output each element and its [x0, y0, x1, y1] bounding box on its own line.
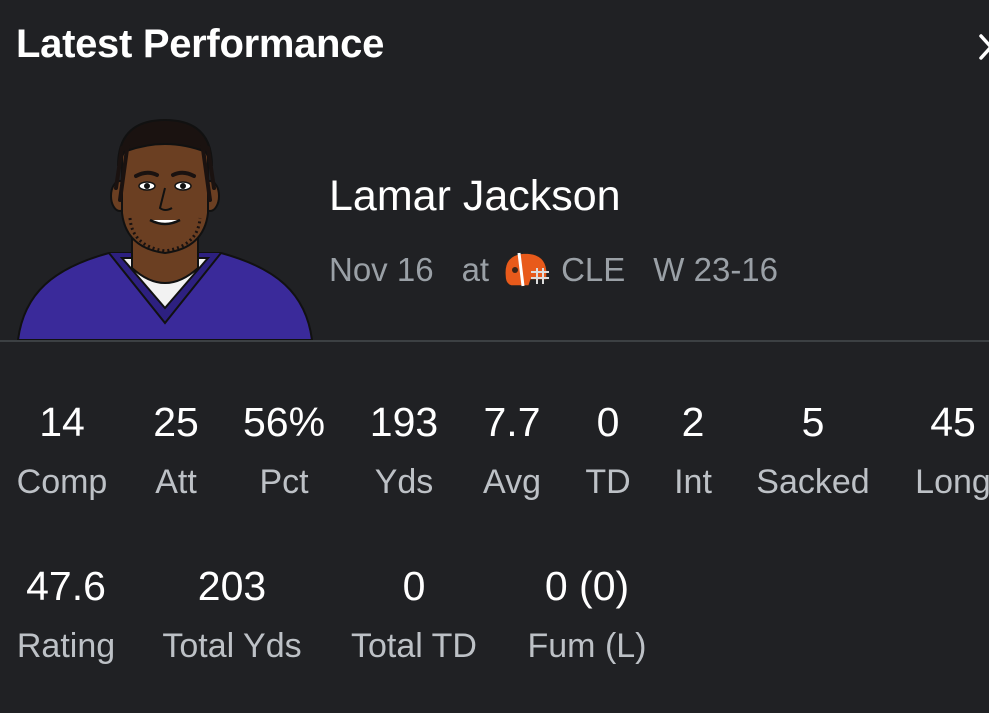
stat-comp: 14 Comp	[14, 400, 110, 502]
stat-avg: 7.7 Avg	[474, 400, 550, 502]
game-result: W 23-16	[653, 251, 779, 288]
player-avatar	[16, 118, 314, 340]
stat-sacked: 5 Sacked	[748, 400, 878, 502]
stat-label: Fum (L)	[527, 627, 647, 665]
stat-value: 25	[153, 399, 199, 445]
stat-yds: 193 Yds	[358, 400, 450, 502]
stat-value: 0	[596, 399, 620, 445]
stat-value: 193	[369, 399, 439, 445]
stat-label: Att	[155, 463, 197, 501]
stat-value: 14	[39, 399, 85, 445]
stat-label: Rating	[16, 627, 116, 665]
stat-label: Total TD	[351, 627, 477, 665]
stat-value: 0 (0)	[544, 563, 630, 609]
game-location: at	[461, 251, 490, 288]
stat-long: 45 Long	[906, 400, 989, 502]
divider	[0, 340, 989, 342]
stat-value: 56%	[242, 399, 326, 445]
stat-value: 47.6	[26, 563, 106, 609]
stat-label: Long	[915, 463, 989, 501]
stat-value: 2	[681, 399, 705, 445]
stat-pct: 56% Pct	[236, 400, 332, 502]
stat-value: 7.7	[483, 399, 541, 445]
stat-fumbles: 0 (0) Fum (L)	[516, 564, 658, 666]
stat-value: 0	[402, 563, 426, 609]
stat-value: 5	[801, 399, 825, 445]
stat-label: Pct	[259, 463, 309, 501]
close-icon[interactable]	[975, 30, 989, 64]
stat-value: 203	[197, 563, 267, 609]
stat-label: Total Yds	[162, 627, 302, 665]
game-info: Nov 16 at CLE W 23-16	[329, 248, 778, 292]
stat-label: Yds	[374, 463, 434, 501]
stat-att: 25 Att	[138, 400, 214, 502]
opponent-abbrev: CLE	[561, 251, 626, 288]
stat-label: Avg	[483, 463, 541, 501]
stat-value: 45	[930, 399, 976, 445]
stat-label: Sacked	[756, 463, 870, 501]
browns-helmet-icon	[504, 252, 550, 287]
stat-label: TD	[585, 463, 631, 501]
stat-total-yds: 203 Total Yds	[152, 564, 312, 666]
stat-rating: 47.6 Rating	[10, 564, 122, 666]
stat-int: 2 Int	[664, 400, 722, 502]
stat-label: Int	[674, 463, 712, 501]
game-date: Nov 16	[329, 251, 434, 288]
stat-total-td: 0 Total TD	[340, 564, 488, 666]
stat-label: Comp	[16, 463, 108, 501]
stat-td: 0 TD	[576, 400, 640, 502]
player-name: Lamar Jackson	[329, 172, 621, 220]
page-title: Latest Performance	[16, 22, 385, 66]
